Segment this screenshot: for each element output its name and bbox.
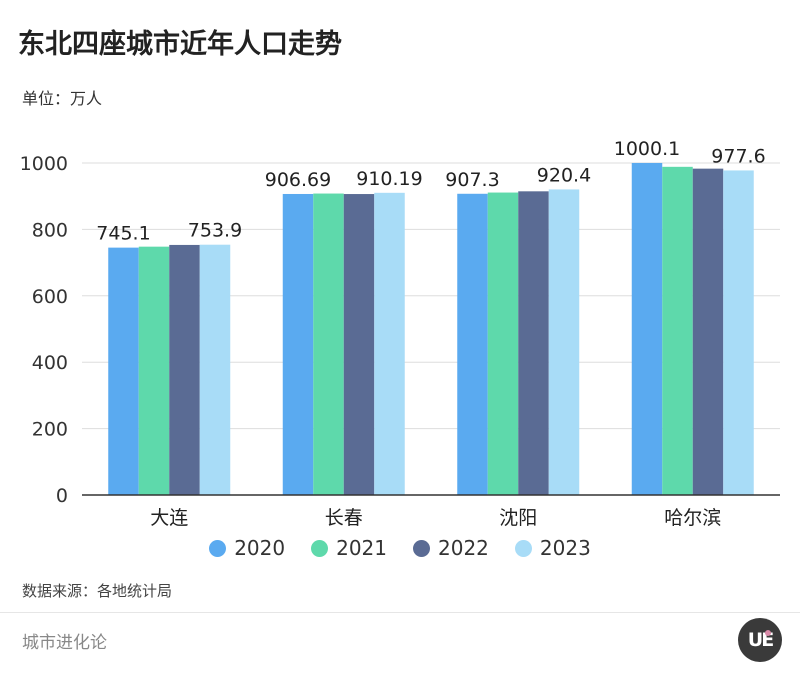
bar <box>169 244 200 495</box>
bar <box>374 192 405 495</box>
bar <box>487 192 519 495</box>
bar <box>548 189 580 496</box>
x-category-label: 大连 <box>150 507 188 529</box>
unit-label: 单位：万人 <box>22 89 103 108</box>
bar-chart: 0 200 400 600 800 1000 大连 长春 沈阳 哈尔滨 745.1 753.9 906.… <box>20 138 780 529</box>
bar <box>518 191 549 496</box>
bar <box>631 162 663 495</box>
logo-dot <box>765 630 771 636</box>
bar <box>199 244 231 495</box>
legend-swatch-2022 <box>413 539 430 557</box>
bar <box>138 246 170 495</box>
y-tick-label: 400 <box>32 352 68 374</box>
legend-swatch-2023 <box>514 539 532 557</box>
data-label: 1000.1 <box>614 138 680 160</box>
legend-item-2023: 2023 <box>514 536 591 560</box>
bar <box>343 194 375 496</box>
legend-item-2022: 2022 <box>413 536 489 560</box>
bar <box>282 193 314 495</box>
data-label: 977.6 <box>711 145 765 167</box>
bar <box>692 168 724 496</box>
y-tick-label: 0 <box>56 485 68 507</box>
brand-logo: UE <box>738 618 782 662</box>
legend-item-2020: 2020 <box>209 536 285 560</box>
bar <box>457 193 488 495</box>
bar <box>662 166 693 495</box>
brand-name: 城市进化论 <box>22 633 107 653</box>
legend-swatch-2021 <box>311 539 329 557</box>
data-label: 906.69 <box>265 169 331 191</box>
y-tick-label: 1000 <box>20 153 68 175</box>
legend-label-2022: 2022 <box>438 536 489 560</box>
bar <box>723 170 754 495</box>
legend-label-2020: 2020 <box>234 536 286 560</box>
legend-label-2023: 2023 <box>539 536 591 560</box>
legend-item-2021: 2021 <box>311 536 387 560</box>
data-source-note: 数据来源：各地统计局 <box>22 582 173 600</box>
data-label: 907.3 <box>445 169 499 191</box>
legend-swatch-2020 <box>209 539 227 557</box>
data-label: 753.9 <box>188 220 242 242</box>
x-category-label: 哈尔滨 <box>664 507 721 529</box>
x-category-label: 长春 <box>325 507 363 529</box>
y-tick-label: 600 <box>32 286 68 308</box>
y-tick-label: 200 <box>32 419 68 441</box>
legend-label-2021: 2021 <box>336 536 387 560</box>
bar <box>108 247 139 495</box>
legend: 2020 2021 2022 2023 <box>0 536 800 560</box>
y-tick-label: 800 <box>32 219 68 241</box>
data-label: 920.4 <box>537 164 591 186</box>
footer-divider <box>0 612 800 613</box>
bar <box>313 193 344 495</box>
x-category-label: 沈阳 <box>499 507 537 529</box>
data-label: 745.1 <box>96 223 150 245</box>
chart-title: 东北四座城市近年人口走势 <box>18 29 342 60</box>
data-label: 910.19 <box>356 168 422 190</box>
